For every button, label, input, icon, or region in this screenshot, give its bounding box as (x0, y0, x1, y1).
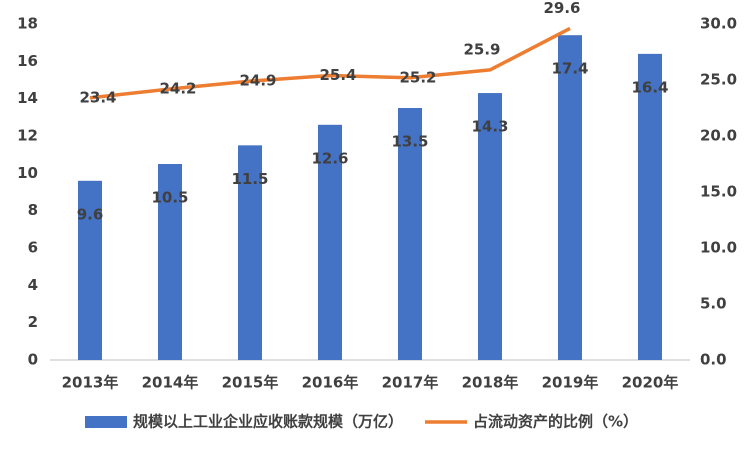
x-tick-label: 2019年 (542, 374, 599, 392)
y2-tick-label: 10.0 (700, 239, 737, 257)
bar-value-label: 16.4 (631, 78, 668, 96)
bar-value-label: 13.5 (391, 133, 428, 151)
bar-value-label: 17.4 (551, 60, 588, 78)
bar (558, 35, 582, 360)
y2-tick-label: 25.0 (700, 71, 737, 89)
y-tick-label: 0 (28, 351, 38, 369)
bar (478, 93, 502, 361)
x-tick-label: 2017年 (382, 374, 439, 392)
bar (638, 53, 662, 360)
bar (158, 164, 182, 360)
x-tick-label: 2014年 (142, 374, 199, 392)
y2-tick-label: 15.0 (700, 183, 737, 201)
y-tick-label: 10 (17, 164, 38, 182)
y-tick-label: 12 (17, 127, 38, 145)
x-tick-label: 2018年 (462, 374, 519, 392)
line-value-label: 25.9 (463, 40, 500, 58)
x-tick-label: 2020年 (622, 374, 679, 392)
y2-tick-label: 0.0 (700, 351, 727, 369)
bar-value-label: 11.5 (231, 170, 268, 188)
bar (318, 124, 342, 360)
line-value-label: 23.4 (79, 88, 116, 106)
y-tick-label: 2 (28, 313, 38, 331)
bar (398, 108, 422, 360)
bar-value-label: 10.5 (151, 189, 188, 207)
bar (78, 180, 102, 360)
line-value-label: 25.4 (319, 66, 356, 84)
bar (238, 145, 262, 360)
line-value-label: 29.6 (543, 0, 580, 17)
line-value-label: 24.2 (159, 79, 196, 97)
bar-value-label: 9.6 (77, 205, 104, 223)
legend-label: 占流动资产的比例（%） (473, 413, 638, 431)
y2-tick-label: 5.0 (700, 295, 727, 313)
x-tick-label: 2013年 (62, 374, 119, 392)
bar-value-label: 14.3 (471, 118, 508, 136)
bar-value-label: 12.6 (311, 149, 348, 167)
y-tick-label: 8 (28, 201, 38, 219)
y-tick-label: 4 (28, 276, 38, 294)
y-tick-label: 18 (17, 15, 38, 33)
y-tick-label: 16 (17, 52, 38, 70)
line-value-label: 25.2 (399, 68, 436, 86)
x-tick-label: 2016年 (302, 374, 359, 392)
y-tick-label: 14 (17, 89, 38, 107)
line-value-label: 24.9 (239, 72, 276, 90)
legend-swatch (85, 416, 127, 428)
y2-tick-label: 20.0 (700, 127, 737, 145)
y2-tick-label: 30.0 (700, 15, 737, 33)
legend-label: 规模以上工业企业应收账款规模（万亿） (133, 413, 403, 431)
y-tick-label: 6 (28, 239, 38, 257)
x-tick-label: 2015年 (222, 374, 279, 392)
line (89, 26, 571, 100)
